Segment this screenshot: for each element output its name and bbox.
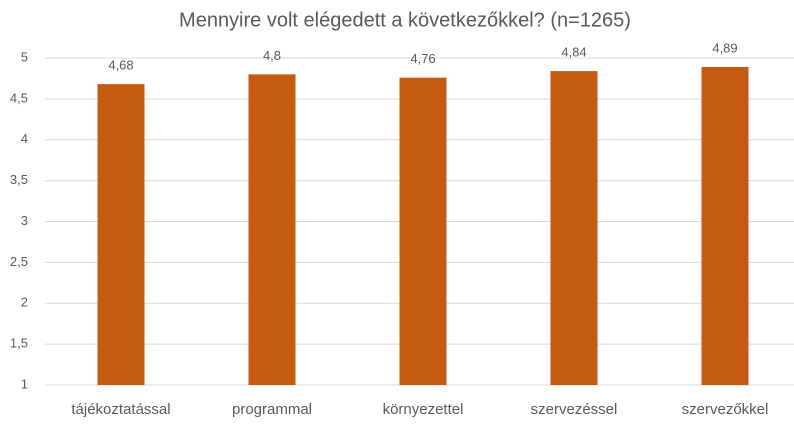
data-label: 4,84 [561,45,586,60]
chart-title: Mennyire volt elégedett a következőkkel?… [179,9,631,31]
y-tick-label: 5 [21,49,28,64]
y-tick-label: 2 [21,295,28,310]
data-label: 4,8 [263,48,281,63]
y-tick-label: 2,5 [10,254,28,269]
y-tick-label: 4 [21,131,28,146]
y-tick-label: 1,5 [10,336,28,351]
x-tick-label: programmal [232,401,312,418]
x-tick-label: szervezőkkel [682,401,769,418]
x-tick-label: szervezéssel [531,401,618,418]
y-tick-label: 3,5 [10,172,28,187]
bar [97,84,145,385]
y-tick-label: 3 [21,213,28,228]
x-tick-label: környezettel [383,401,464,418]
bar [399,77,447,386]
bar [701,66,749,386]
bar [248,74,296,385]
data-label: 4,89 [712,40,737,55]
data-label: 4,68 [108,58,133,73]
y-tick-label: 1 [21,376,28,391]
data-label: 4,76 [410,51,435,66]
x-tick-label: tájékoztatással [71,401,170,418]
y-tick-label: 4,5 [10,90,28,105]
bar [550,71,598,385]
